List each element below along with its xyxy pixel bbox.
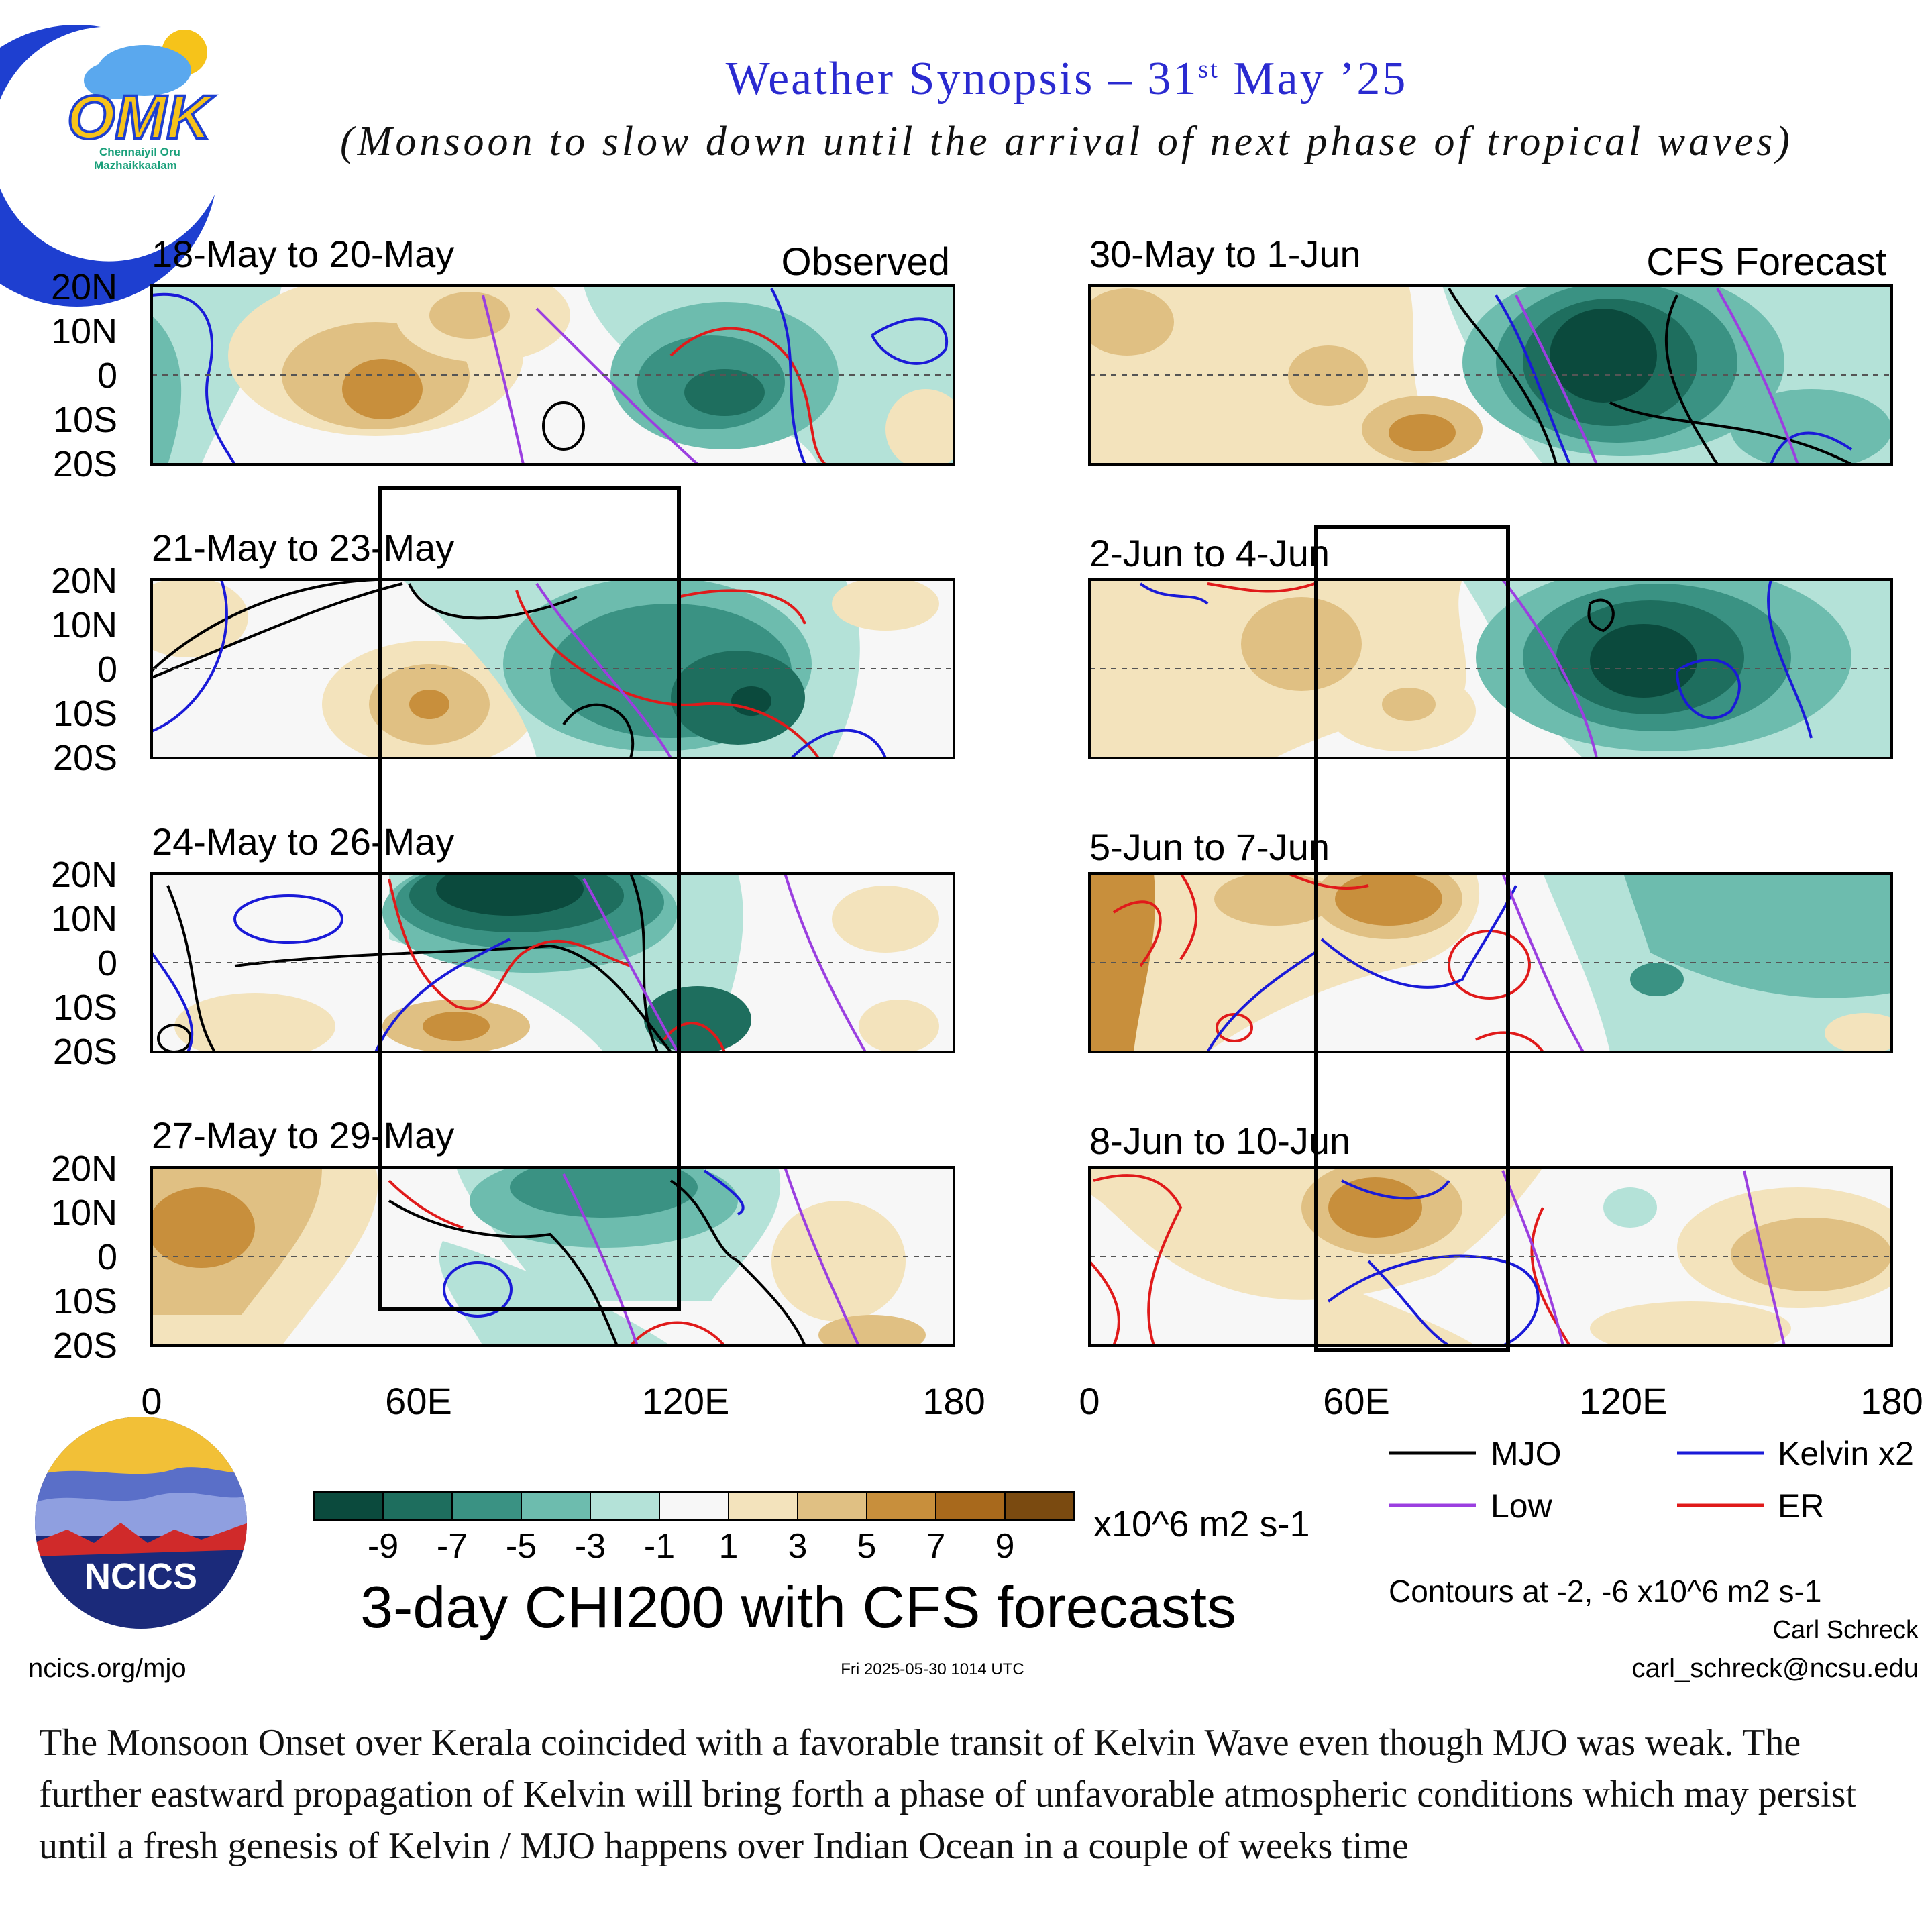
colorbar: -9 -7 -5 -3 -1 1 3 5 7 9 x10^6 m2 s-1	[313, 1491, 1309, 1566]
svg-text:180: 180	[1860, 1380, 1923, 1422]
svg-text:20N: 20N	[51, 1148, 117, 1189]
legend-label-low: Low	[1491, 1487, 1553, 1525]
observed-header: Observed	[782, 240, 950, 284]
svg-text:0: 0	[1079, 1380, 1099, 1422]
svg-text:10S: 10S	[53, 400, 117, 440]
panel-label: 8-Jun to 10-Jun	[1089, 1120, 1350, 1162]
colorbar-tick: 5	[857, 1527, 877, 1566]
panel-observed-4: 27-May to 29-May	[150, 1114, 955, 1347]
colorbar-tick: 9	[996, 1527, 1015, 1566]
colorbar-swatch	[659, 1491, 729, 1521]
colorbar-unit: x10^6 m2 s-1	[1093, 1504, 1309, 1544]
longitude-labels: 0 60E 120E 180 0 60E 120E 180	[141, 1380, 1923, 1422]
svg-text:20N: 20N	[51, 561, 117, 601]
panel-label: 27-May to 29-May	[152, 1114, 454, 1157]
colorbar-swatch	[797, 1491, 867, 1521]
svg-text:20S: 20S	[53, 1326, 117, 1366]
colorbar-tick: -1	[644, 1527, 675, 1566]
omk-logo-text: OMK	[67, 83, 215, 152]
svg-text:20N: 20N	[51, 267, 117, 307]
colorbar-swatch	[728, 1491, 798, 1521]
svg-text:60E: 60E	[385, 1380, 452, 1422]
panel-label: 30-May to 1-Jun	[1089, 233, 1361, 275]
svg-text:10S: 10S	[53, 987, 117, 1028]
colorbar-tick: -3	[575, 1527, 606, 1566]
panel-forecast-3: 5-Jun to 7-Jun	[1088, 826, 1893, 1053]
panel-forecast-1: 30-May to 1-Jun	[1088, 233, 1893, 466]
synopsis-title: Weather Synopsis – 31st May ’25	[725, 53, 1408, 105]
panel-observed-2: 21-May to 23-May	[150, 527, 955, 759]
omk-logo-sub1: Chennaiyil Oru	[99, 146, 180, 158]
legend-label-mjo: MJO	[1491, 1435, 1562, 1472]
svg-text:10N: 10N	[51, 1193, 117, 1233]
svg-text:20S: 20S	[53, 738, 117, 778]
colorbar-swatch	[313, 1491, 384, 1521]
svg-text:0: 0	[97, 649, 117, 690]
panel-label: 21-May to 23-May	[152, 527, 454, 569]
generated-timestamp: Fri 2025-05-30 1014 UTC	[841, 1660, 1024, 1678]
svg-text:20S: 20S	[53, 1032, 117, 1072]
colorbar-swatch	[1004, 1491, 1075, 1521]
synopsis-subtitle: (Monsoon to slow down until the arrival …	[340, 119, 1793, 164]
svg-text:10N: 10N	[51, 899, 117, 939]
colorbar-swatch	[935, 1491, 1006, 1521]
colorbar-tick: 3	[788, 1527, 808, 1566]
svg-text:0: 0	[97, 356, 117, 396]
colorbar-tick: -5	[506, 1527, 537, 1566]
panel-label: 18-May to 20-May	[152, 233, 454, 275]
author-name: Carl Schreck	[1773, 1616, 1919, 1644]
source-site: ncics.org/mjo	[28, 1654, 186, 1683]
omk-logo: OMK Chennaiyil Oru Mazhaikkaalam	[0, 24, 217, 307]
colorbar-tick: -9	[368, 1527, 398, 1566]
author-email: carl_schreck@ncsu.edu	[1632, 1654, 1919, 1683]
svg-text:20N: 20N	[51, 855, 117, 895]
panel-forecast-4: 8-Jun to 10-Jun	[1088, 1120, 1893, 1347]
svg-text:0: 0	[141, 1380, 162, 1422]
svg-text:120E: 120E	[1580, 1380, 1668, 1422]
legend-label-er: ER	[1778, 1487, 1824, 1525]
svg-text:180: 180	[922, 1380, 985, 1422]
synopsis-caption: The Monsoon Onset over Kerala coincided …	[39, 1722, 1856, 1867]
forecast-header: CFS Forecast	[1646, 240, 1886, 284]
panel-forecast-2: 2-Jun to 4-Jun	[1088, 532, 1893, 759]
legend-label-kelvin: Kelvin x2	[1778, 1435, 1914, 1472]
chi200-figure: OMK Chennaiyil Oru Mazhaikkaalam Observe…	[0, 24, 1923, 1683]
svg-text:60E: 60E	[1323, 1380, 1390, 1422]
contours-note: Contours at -2, -6 x10^6 m2 s-1	[1389, 1574, 1821, 1609]
highlight-box-forecast	[1314, 525, 1510, 1352]
svg-text:10S: 10S	[53, 694, 117, 734]
panel-observed-3: 24-May to 26-May	[150, 820, 955, 1053]
highlight-box-observed	[378, 486, 681, 1311]
panel-observed-1: 18-May to 20-May	[150, 233, 955, 466]
colorbar-swatch	[521, 1491, 591, 1521]
svg-text:0: 0	[97, 943, 117, 983]
colorbar-tick: 1	[719, 1527, 739, 1566]
svg-text:20S: 20S	[53, 444, 117, 484]
colorbar-swatch	[382, 1491, 453, 1521]
colorbar-swatch	[451, 1491, 522, 1521]
svg-text:10S: 10S	[53, 1281, 117, 1322]
svg-text:10N: 10N	[51, 605, 117, 645]
ncics-logo-text: NCICS	[85, 1556, 197, 1597]
omk-logo-sub2: Mazhaikkaalam	[94, 159, 177, 172]
svg-text:0: 0	[97, 1237, 117, 1277]
panel-label: 24-May to 26-May	[152, 820, 454, 863]
colorbar-tick: -7	[437, 1527, 468, 1566]
contour-legend: MJO Kelvin x2 Low ER	[1389, 1435, 1914, 1525]
colorbar-swatch	[866, 1491, 936, 1521]
ncics-logo: NCICS	[35, 1417, 247, 1629]
panel-label: 5-Jun to 7-Jun	[1089, 826, 1330, 868]
svg-text:10N: 10N	[51, 311, 117, 352]
svg-text:120E: 120E	[642, 1380, 730, 1422]
figure-main-title: 3-day CHI200 with CFS forecasts	[360, 1574, 1236, 1640]
colorbar-swatch	[590, 1491, 660, 1521]
panel-label: 2-Jun to 4-Jun	[1089, 532, 1330, 574]
colorbar-tick: 7	[926, 1527, 946, 1566]
